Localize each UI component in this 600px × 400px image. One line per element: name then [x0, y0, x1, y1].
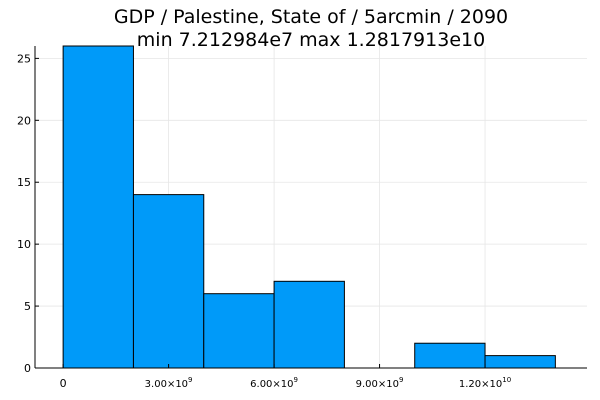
y-tick-label: 0 — [24, 362, 31, 375]
x-tick-label: 1.20×1010 — [459, 376, 511, 390]
chart-title: GDP / Palestine, State of / 5arcmin / 20… — [114, 6, 508, 28]
bars — [62, 45, 556, 369]
y-axis-ticks: 0 5 10 15 20 25 — [17, 52, 39, 375]
y-tick-label: 20 — [17, 114, 31, 127]
x-axis-ticks: 0 3.00×109 6.00×109 9.00×109 1.20×1010 — [60, 364, 511, 390]
x-tick-label: 0 — [60, 377, 67, 390]
x-tick-label: 3.00×109 — [145, 376, 193, 390]
histogram-bar — [484, 355, 556, 369]
histogram-bar — [203, 293, 275, 369]
x-tick-label: 9.00×109 — [356, 376, 404, 390]
chart-subtitle: min 7.212984e7 max 1.2817913e10 — [137, 29, 485, 51]
histogram-bar — [62, 45, 134, 369]
y-tick-label: 10 — [17, 238, 31, 251]
y-tick-label: 15 — [17, 176, 31, 189]
histogram-bar — [273, 280, 345, 369]
y-tick-label: 25 — [17, 52, 31, 65]
x-tick-label: 6.00×109 — [250, 376, 298, 390]
y-tick-label: 5 — [24, 300, 31, 313]
histogram-bar — [414, 342, 486, 369]
axes — [34, 46, 587, 369]
histogram-bar — [132, 194, 205, 369]
